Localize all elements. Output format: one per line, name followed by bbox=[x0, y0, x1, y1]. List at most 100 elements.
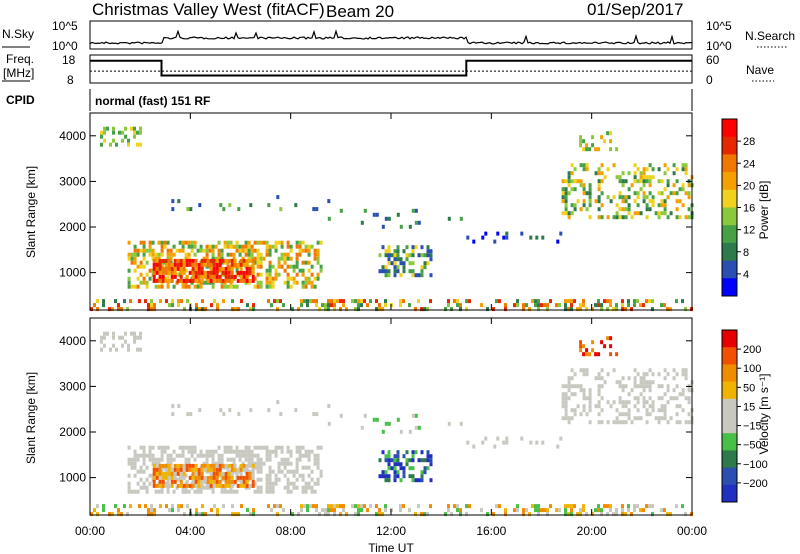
heatmap-cell bbox=[248, 266, 252, 271]
colorbar-tick-label: 100 bbox=[743, 363, 761, 375]
heatmap-cell bbox=[271, 276, 275, 281]
heatmap-cell bbox=[235, 284, 239, 289]
heatmap-cell bbox=[184, 489, 188, 494]
heatmap-cell bbox=[251, 262, 255, 267]
heatmap-cell bbox=[615, 307, 618, 312]
heatmap-cell bbox=[163, 449, 167, 454]
heatmap-cell bbox=[276, 400, 280, 405]
heatmap-cell bbox=[675, 404, 679, 409]
heatmap-cell bbox=[648, 299, 651, 304]
heatmap-cell bbox=[465, 299, 468, 304]
heatmap-cell bbox=[226, 469, 230, 474]
heatmap-cell bbox=[212, 475, 216, 480]
heatmap-cell bbox=[466, 235, 470, 240]
heatmap-cell bbox=[242, 258, 246, 263]
heatmap-cell bbox=[591, 307, 594, 312]
heatmap-cell bbox=[176, 471, 180, 476]
heatmap-cell bbox=[148, 268, 152, 273]
heatmap-cell bbox=[158, 258, 162, 263]
heatmap-cell bbox=[211, 457, 215, 462]
heatmap-cell bbox=[297, 512, 300, 517]
heatmap-cell bbox=[147, 303, 150, 308]
heatmap-cell bbox=[393, 478, 397, 483]
heatmap-cell bbox=[227, 270, 231, 275]
velocity-heatmap bbox=[90, 331, 694, 517]
heatmap-cell bbox=[148, 244, 152, 249]
heatmap-cell bbox=[360, 425, 364, 430]
heatmap-cell bbox=[579, 139, 583, 144]
heatmap-cell bbox=[245, 471, 249, 476]
heatmap-cell bbox=[567, 388, 571, 393]
heatmap-cell bbox=[187, 461, 191, 466]
heatmap-cell bbox=[215, 270, 219, 275]
heatmap-cell bbox=[139, 130, 142, 135]
heatmap-cell bbox=[206, 467, 210, 472]
heatmap-cell bbox=[384, 265, 388, 270]
heatmap-cell bbox=[304, 465, 308, 470]
heatmap-cell bbox=[282, 303, 285, 308]
y-tick-label: 1000 bbox=[59, 266, 86, 280]
heatmap-cell bbox=[597, 388, 601, 393]
heatmap-cell bbox=[648, 412, 652, 417]
heatmap-cell bbox=[417, 299, 420, 304]
heatmap-cell bbox=[199, 248, 203, 253]
heatmap-cell bbox=[579, 508, 582, 513]
heatmap-cell bbox=[675, 167, 679, 172]
heatmap-cell bbox=[528, 512, 531, 517]
heatmap-cell bbox=[456, 504, 459, 509]
heatmap-cell bbox=[256, 485, 260, 490]
heatmap-cell bbox=[561, 384, 565, 389]
heatmap-cell bbox=[238, 457, 242, 462]
heatmap-cell bbox=[630, 215, 634, 220]
heatmap-cell bbox=[194, 467, 198, 472]
heatmap-cell bbox=[541, 440, 545, 445]
heatmap-cell bbox=[537, 504, 540, 509]
heatmap-cell bbox=[307, 449, 311, 454]
colorbar-tick-label: 50 bbox=[743, 382, 755, 394]
heatmap-cell bbox=[221, 266, 225, 271]
heatmap-cell bbox=[93, 508, 96, 513]
heatmap-cell bbox=[164, 475, 168, 480]
heatmap-cell bbox=[227, 274, 231, 279]
heatmap-cell bbox=[150, 299, 153, 304]
heatmap-cell bbox=[158, 270, 162, 275]
heatmap-cell bbox=[136, 276, 140, 281]
heatmap-cell bbox=[144, 299, 147, 304]
heatmap-cell bbox=[657, 191, 661, 196]
heatmap-cell bbox=[138, 504, 141, 509]
heatmap-cell bbox=[241, 248, 245, 253]
heatmap-cell bbox=[213, 504, 216, 509]
heatmap-cell bbox=[265, 272, 269, 277]
heatmap-cell bbox=[606, 336, 610, 341]
heatmap-cell bbox=[633, 303, 636, 308]
heatmap-cell bbox=[292, 469, 296, 474]
heatmap-cell bbox=[681, 408, 685, 413]
heatmap-cell bbox=[301, 284, 305, 289]
colorbar-segment bbox=[722, 364, 737, 383]
heatmap-cell bbox=[138, 299, 141, 304]
heatmap-cell bbox=[597, 412, 601, 417]
heatmap-cell bbox=[459, 216, 463, 221]
heatmap-cell bbox=[200, 471, 204, 476]
freq-tick-top: 18 bbox=[62, 53, 76, 67]
heatmap-cell bbox=[170, 266, 174, 271]
heatmap-cell bbox=[564, 408, 568, 413]
heatmap-cell bbox=[259, 264, 263, 269]
heatmap-cell bbox=[651, 307, 654, 312]
heatmap-cell bbox=[206, 270, 210, 275]
heatmap-cell bbox=[233, 467, 237, 472]
heatmap-cell bbox=[603, 504, 606, 509]
heatmap-cell bbox=[133, 252, 137, 257]
heatmap-cell bbox=[313, 481, 317, 486]
heatmap-cell bbox=[139, 469, 143, 474]
heatmap-cell bbox=[289, 256, 293, 261]
heatmap-cell bbox=[179, 278, 183, 283]
heatmap-cell bbox=[103, 335, 106, 340]
heatmap-cell bbox=[224, 266, 228, 271]
heatmap-cell bbox=[615, 215, 619, 220]
heatmap-cell bbox=[381, 245, 385, 250]
heatmap-cell bbox=[209, 471, 213, 476]
heatmap-cell bbox=[612, 368, 616, 373]
heatmap-cell bbox=[286, 276, 290, 281]
heatmap-cell bbox=[405, 257, 409, 262]
